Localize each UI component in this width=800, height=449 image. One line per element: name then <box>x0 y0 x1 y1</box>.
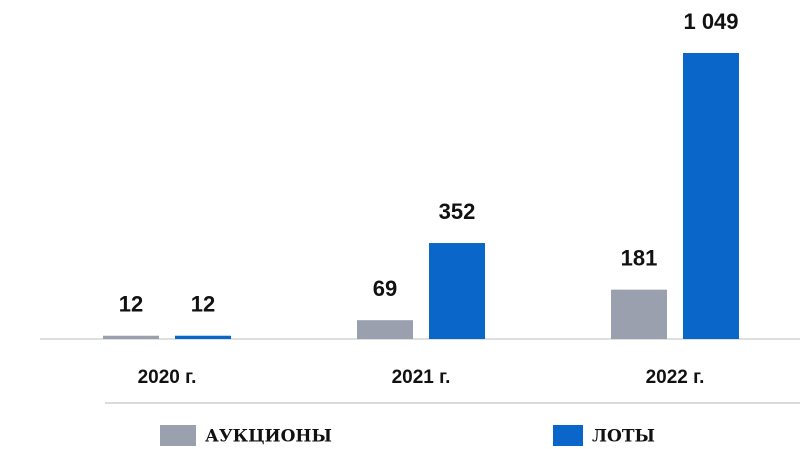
x-tick-label: 2021 г. <box>392 367 451 388</box>
legend-label: АУКЦИОНЫ <box>205 427 332 447</box>
value-label: 12 <box>191 292 215 317</box>
bar <box>103 335 159 339</box>
bar <box>175 335 231 339</box>
legend-label: ЛОТЫ <box>592 427 655 447</box>
bar <box>357 320 413 339</box>
value-label: 1 049 <box>683 9 738 34</box>
legend-swatch <box>553 425 583 446</box>
x-tick-label: 2022 г. <box>646 367 705 388</box>
value-label: 181 <box>621 245 658 270</box>
x-tick-label: 2020 г. <box>138 367 197 388</box>
value-label: 69 <box>373 276 397 301</box>
legend-swatch <box>160 425 196 446</box>
value-label: 352 <box>439 199 476 224</box>
bar <box>611 289 667 339</box>
bar <box>683 53 739 339</box>
bar <box>429 243 485 339</box>
value-label: 12 <box>119 292 143 317</box>
